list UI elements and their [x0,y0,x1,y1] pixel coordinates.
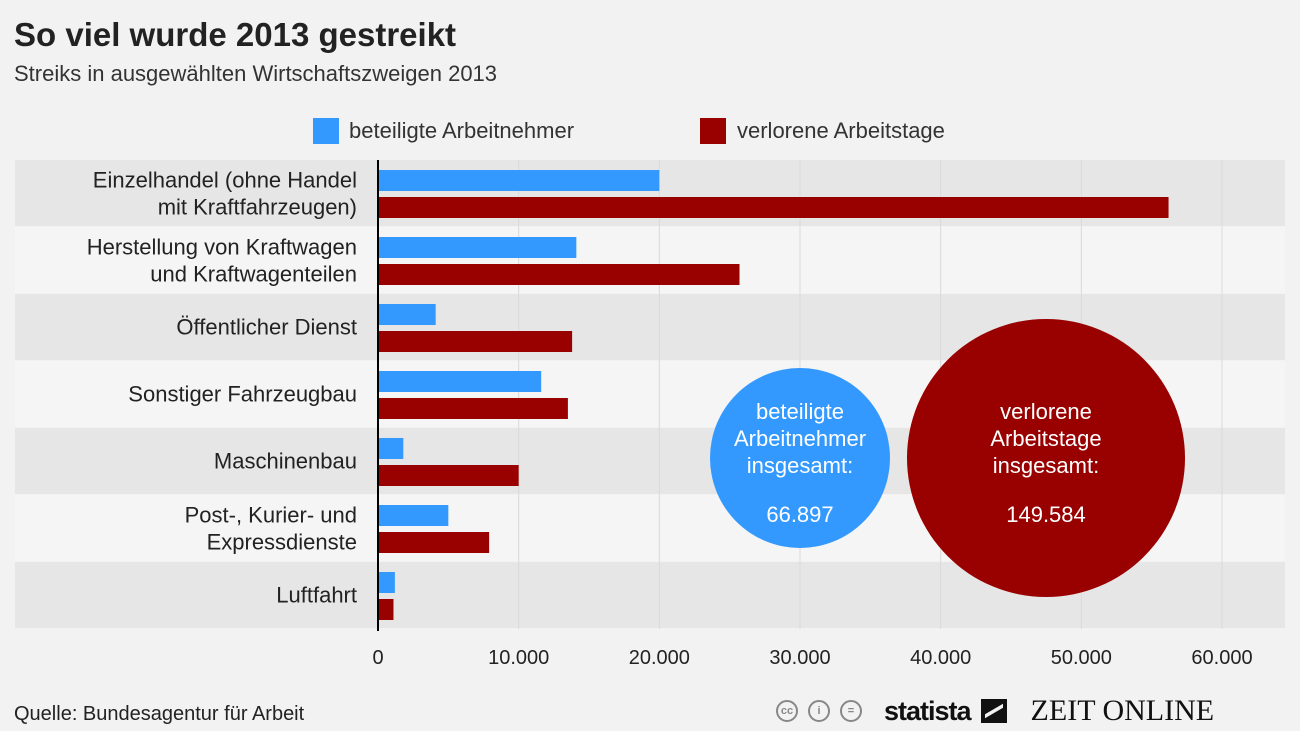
x-tick-label: 60.000 [1191,647,1252,669]
category-label: Maschinenbau [214,449,357,474]
legend-label: beteiligte Arbeitnehmer [349,118,574,143]
chart-title: So viel wurde 2013 gestreikt [14,16,457,53]
category-label: Herstellung von Kraftwagen [87,235,357,260]
bar-verlorene-arbeitstage [378,599,394,620]
cc-icon: cc [776,700,798,722]
bar-verlorene-arbeitstage [378,331,573,352]
zeit-online-logo: ZEIT ONLINE [1030,694,1215,727]
category-label: Expressdienste [207,530,357,555]
bar-verlorene-arbeitstage [378,532,490,553]
x-tick-label: 0 [372,647,383,669]
category-label: Sonstiger Fahrzeugbau [128,382,357,407]
category-label: Luftfahrt [276,583,357,608]
legend-label: verlorene Arbeitstage [737,118,945,143]
x-tick-label: 10.000 [488,647,549,669]
bar-verlorene-arbeitstage [378,264,740,285]
total-blue-value: 66.897 [766,502,833,527]
category-label: Einzelhandel (ohne Handel [93,168,357,193]
source-note: Quelle: Bundesagentur für Arbeit [14,703,305,725]
x-tick-label: 50.000 [1051,647,1112,669]
bar-beteiligte-arbeitnehmer [378,371,542,392]
legend-swatch [313,118,339,144]
bar-verlorene-arbeitstage [378,197,1169,218]
statista-logo-icon [980,699,1007,723]
statista-logo: statista [884,695,972,726]
total-blue-circle [710,368,890,548]
category-label: mit Kraftfahrzeugen) [158,195,357,220]
bar-beteiligte-arbeitnehmer [378,505,449,526]
total-blue-label: beteiligte [756,399,844,424]
x-tick-label: 20.000 [629,647,690,669]
cc-nd-icon: = [840,700,862,722]
bar-verlorene-arbeitstage [378,398,568,419]
bar-beteiligte-arbeitnehmer [378,572,395,593]
logos: cc i = statista ZEIT ONLINE [776,694,1214,728]
bar-verlorene-arbeitstage [378,465,519,486]
total-red-circle [907,319,1185,597]
x-tick-label: 40.000 [910,647,971,669]
total-red-label: Arbeitstage [990,426,1101,451]
total-blue-label: Arbeitnehmer [734,426,866,451]
total-blue-label: insgesamt: [747,453,853,478]
total-red-label: verlorene [1000,399,1092,424]
bar-beteiligte-arbeitnehmer [378,237,577,258]
category-label: und Kraftwagenteilen [150,262,357,287]
bar-beteiligte-arbeitnehmer [378,170,660,191]
cc-by-icon: i [808,700,830,722]
total-red-value: 149.584 [1006,502,1086,527]
total-red-label: insgesamt: [993,453,1099,478]
category-label: Öffentlicher Dienst [176,315,357,340]
x-tick-label: 30.000 [769,647,830,669]
bar-beteiligte-arbeitnehmer [378,304,436,325]
bar-beteiligte-arbeitnehmer [378,438,404,459]
legend-swatch [700,118,726,144]
chart-subtitle: Streiks in ausgewählten Wirtschaftszweig… [14,61,498,86]
category-label: Post-, Kurier- und [185,503,357,528]
